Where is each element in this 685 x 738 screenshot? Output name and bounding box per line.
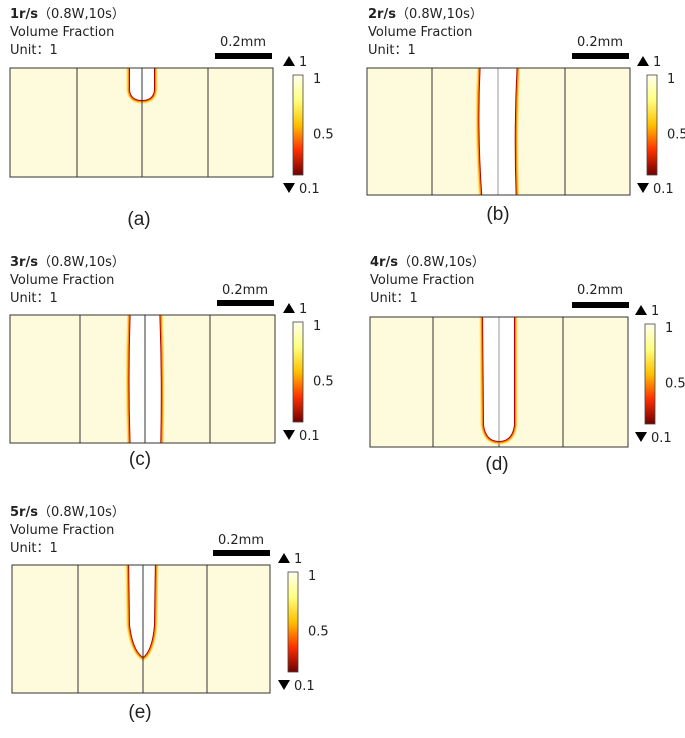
colorbar-tick: 0.5	[313, 128, 334, 143]
max-label: 1	[299, 55, 307, 70]
quantity-label: Volume Fraction	[10, 273, 114, 288]
panel-caption: (d)	[485, 454, 508, 475]
params-label: （0.8W,10s）	[38, 7, 125, 22]
max-marker	[283, 303, 295, 313]
scale-bar	[215, 53, 272, 59]
colorbar-tick: 1	[667, 72, 675, 87]
colorbar-tick: 1	[665, 321, 673, 336]
min-marker	[283, 183, 295, 193]
scale-label: 0.2mm	[220, 35, 266, 50]
min-marker	[283, 430, 295, 440]
speed-label: 4r/s	[370, 255, 398, 270]
melt-channel	[125, 565, 159, 693]
unit-label: Unit：1	[370, 291, 418, 306]
min-label: 0.1	[653, 182, 674, 197]
scale-bar	[572, 302, 629, 308]
panel-title: 2r/s（0.8W,10s）	[368, 7, 483, 22]
panel-caption: (e)	[128, 702, 151, 723]
scale-bar	[217, 300, 274, 306]
panel: 1r/s（0.8W,10s） Volume Fraction Unit：1 0.2mm…	[9, 7, 334, 230]
unit-label: Unit：1	[368, 43, 416, 58]
domain-border	[11, 564, 271, 694]
panel-title: 5r/s（0.8W,10s）	[10, 505, 125, 520]
speed-label: 5r/s	[10, 505, 38, 520]
domain-border	[369, 316, 629, 448]
unit-label: Unit：1	[10, 43, 58, 58]
colorbar-tick: 0.5	[313, 375, 334, 390]
params-label: （0.8W,10s）	[38, 505, 125, 520]
panel-caption: (b)	[486, 204, 509, 225]
max-label: 1	[651, 304, 659, 319]
min-label: 0.1	[294, 679, 315, 694]
max-label: 1	[299, 302, 307, 317]
max-marker	[635, 305, 647, 315]
domain-border	[9, 314, 276, 444]
max-marker	[283, 56, 295, 66]
params-label: （0.8W,10s）	[38, 255, 125, 270]
panel-title: 4r/s（0.8W,10s）	[370, 255, 485, 270]
max-marker	[278, 553, 290, 563]
max-marker	[637, 56, 649, 66]
colorbar-tick: 0.5	[308, 625, 329, 640]
speed-label: 1r/s	[10, 7, 38, 22]
min-marker	[278, 680, 290, 690]
melt-channel	[475, 68, 521, 195]
melt-channel	[126, 68, 158, 177]
quantity-label: Volume Fraction	[10, 523, 114, 538]
params-label: （0.8W,10s）	[396, 7, 483, 22]
domain-border	[9, 67, 274, 178]
min-marker	[637, 183, 649, 193]
colorbar-tick: 1	[313, 319, 321, 334]
colorbar	[292, 74, 304, 176]
scale-label: 0.2mm	[577, 35, 623, 50]
panel: 5r/s（0.8W,10s） Volume Fraction Unit：1 0.2mm…	[10, 505, 329, 723]
panel: 4r/s（0.8W,10s） Volume Fraction Unit：1 0.2mm…	[369, 255, 685, 475]
channel	[129, 565, 155, 657]
min-label: 0.1	[299, 429, 320, 444]
speed-label: 3r/s	[10, 255, 38, 270]
domain-border	[366, 67, 631, 196]
panel-title: 1r/s（0.8W,10s）	[10, 7, 125, 22]
colorbar	[287, 571, 299, 673]
quantity-label: Volume Fraction	[10, 25, 114, 40]
panel-title: 3r/s（0.8W,10s）	[10, 255, 125, 270]
scale-bar	[572, 53, 629, 59]
min-label: 0.1	[299, 182, 320, 197]
melt-channel	[126, 315, 165, 443]
panel-caption: (a)	[127, 209, 150, 230]
colorbar	[644, 323, 656, 425]
colorbar-tick: 1	[308, 569, 316, 584]
colorbar-tick: 0.5	[667, 128, 685, 143]
params-label: （0.8W,10s）	[398, 255, 485, 270]
colorbar	[646, 74, 658, 176]
scale-label: 0.2mm	[218, 533, 264, 548]
unit-label: Unit：1	[10, 291, 58, 306]
panel: 2r/s（0.8W,10s） Volume Fraction Unit：1 0.2mm…	[366, 7, 685, 225]
panel-caption: (c)	[129, 449, 151, 470]
max-label: 1	[294, 552, 302, 567]
unit-label: Unit：1	[10, 541, 58, 556]
quantity-label: Volume Fraction	[368, 25, 472, 40]
panel: 3r/s（0.8W,10s） Volume Fraction Unit：1 0.2mm…	[9, 255, 334, 470]
scale-label: 0.2mm	[222, 283, 268, 298]
max-label: 1	[653, 55, 661, 70]
melt-channel	[479, 317, 518, 447]
colorbar-tick: 0.5	[665, 377, 685, 392]
quantity-label: Volume Fraction	[370, 273, 474, 288]
colorbar	[292, 321, 304, 423]
scale-label: 0.2mm	[577, 283, 623, 298]
colorbar-tick: 1	[313, 72, 321, 87]
min-marker	[635, 432, 647, 442]
min-label: 0.1	[651, 431, 672, 446]
channel	[483, 317, 514, 441]
speed-label: 2r/s	[368, 7, 396, 22]
scale-bar	[213, 550, 270, 556]
